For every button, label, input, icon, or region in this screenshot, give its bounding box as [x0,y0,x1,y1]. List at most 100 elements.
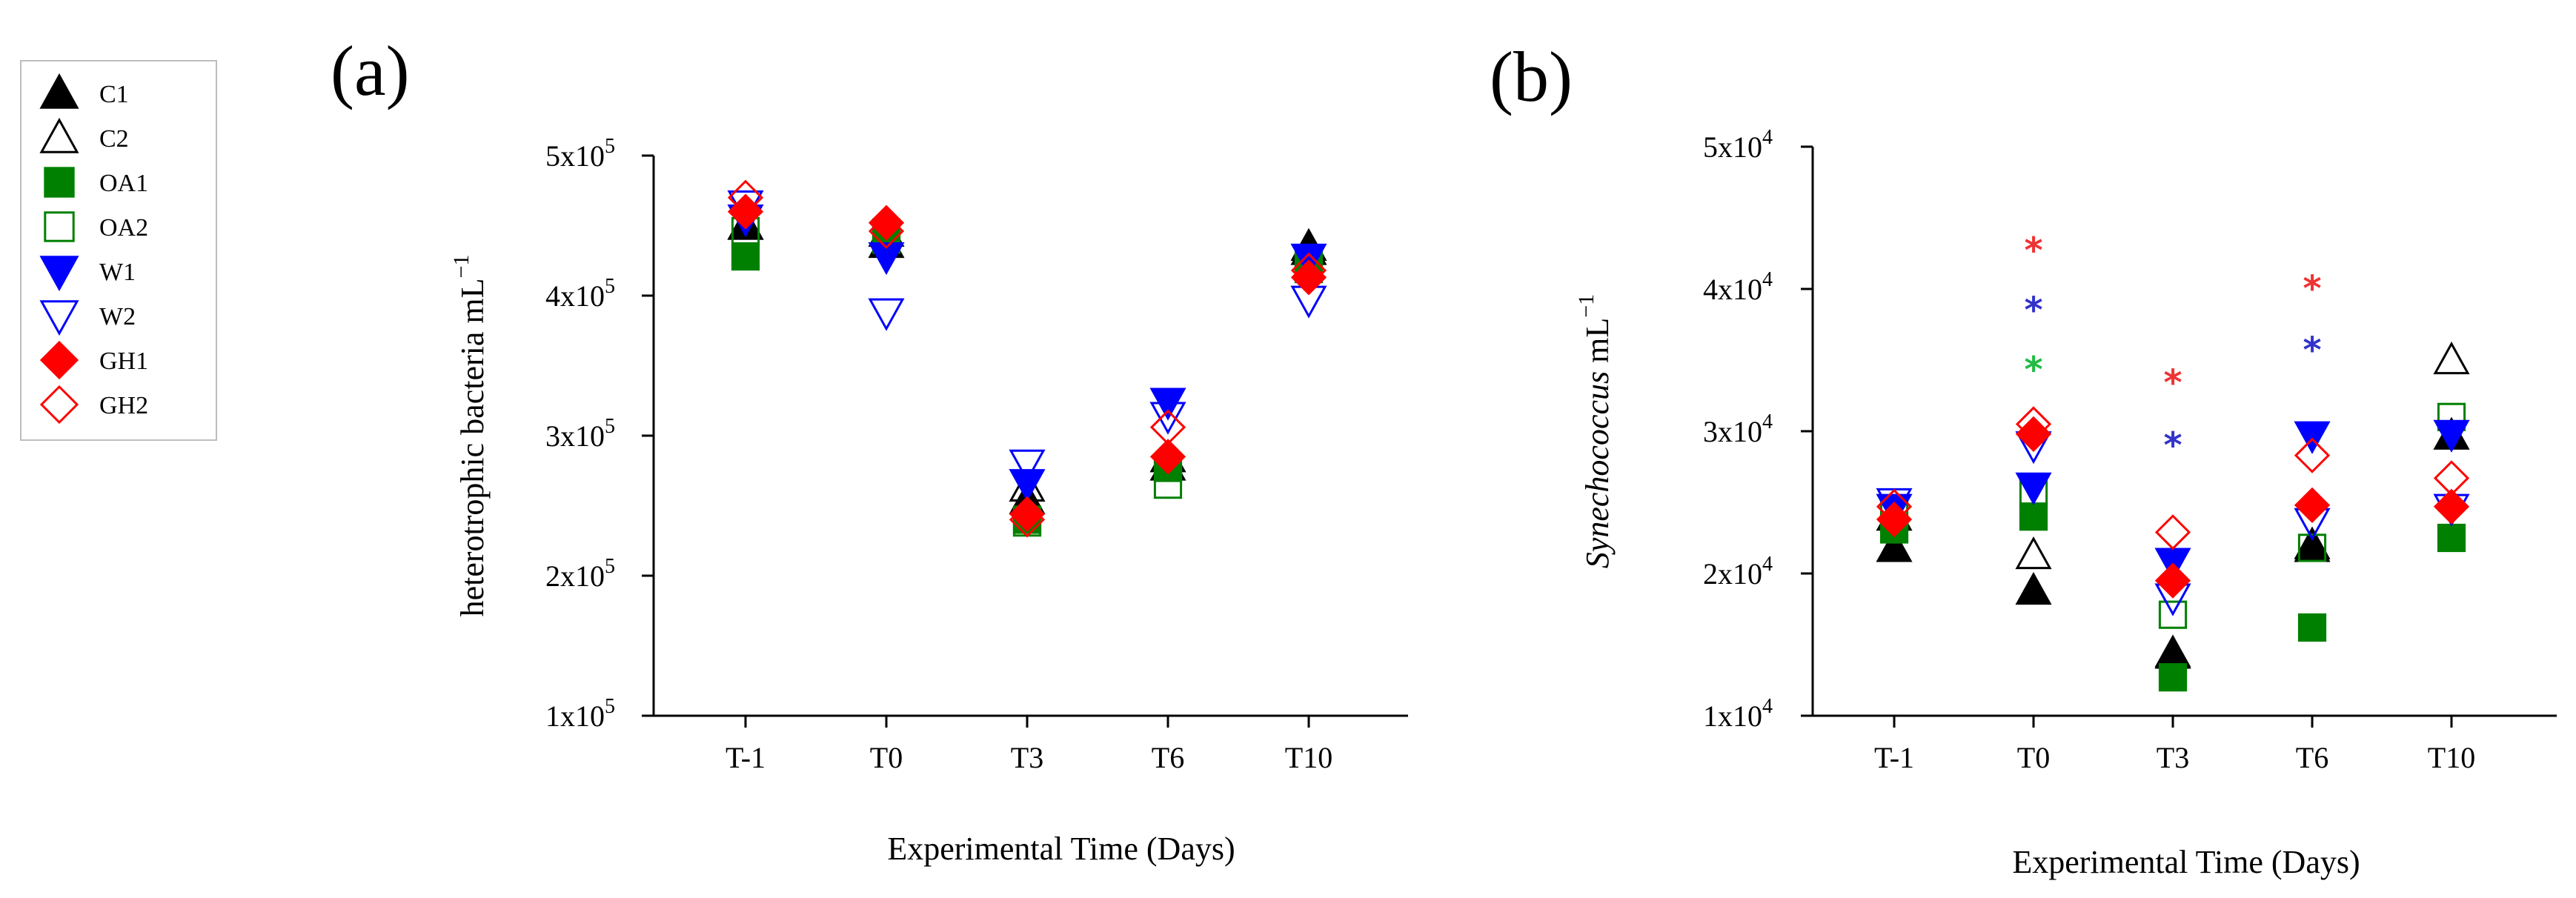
legend-label-c2: C2 [99,125,129,153]
data-point-w2-t3 [1009,449,1046,482]
data-point-c2-t0 [2015,536,2052,570]
x-tick-label-t3: T3 [2157,741,2189,774]
legend-label-gh1: GH1 [99,347,148,375]
legend-marker-gh1 [39,340,79,380]
legend-item-oa1: OA1 [44,167,148,198]
y-tick-exponent: 5 [605,415,615,438]
series-gh1 [727,193,1327,532]
data-point-gh1-t3 [2154,562,2191,599]
y-tick-label: 2x104 [1703,553,1773,591]
legend-marker-w2 [39,300,79,336]
y-tick-exponent: 4 [1762,126,1773,149]
y-axis-title-unit: mL [1579,318,1616,371]
legend-item-oa2: OA2 [44,211,148,242]
significance-star-t3: * [2163,362,2182,404]
series-w1 [727,204,1327,502]
series-w2 [727,190,1327,482]
data-point-gh2-t3 [1009,502,1046,538]
legend-frame [20,60,217,441]
data-point-c2-t6 [2294,526,2331,559]
y-tick-exponent: 4 [1762,410,1773,433]
legend-marker-c2 [39,117,79,153]
data-point-gh1-t6 [1149,439,1186,475]
y-axis-title-main: Synechococcus [1579,371,1616,568]
legend-label-w1: W1 [99,259,136,286]
data-point-c1-t0 [2015,571,2052,605]
significance-star-t0: * [2024,350,2042,391]
legend-marker-oa1 [44,167,75,198]
x-tick-label-t6: T6 [2296,741,2328,774]
data-point-gh1-t-1 [1876,501,1913,538]
y-tick-label: 1x104 [1703,695,1773,733]
chart-panel-a: (a) 1x105 2x105 3x105 4x105 5x105 T-1 T0 T3 T6 T10… [331,31,1408,867]
y-tick-label: 5x104 [1703,126,1773,164]
data-point-c2-t-1 [727,207,764,240]
data-point-gh1-t0 [2015,416,2052,452]
y-tick-exponent: 5 [605,695,615,718]
data-point-gh2-t3 [2154,514,2191,551]
y-axis-title-main: heterotrophic bacteria mL [454,279,491,617]
significance-star-t6: * [2303,330,2321,371]
series-gh2 [727,179,1327,538]
x-axis-title: Experimental Time (Days) [887,831,1235,867]
y-tick-exponent: 5 [605,135,615,158]
data-point-gh1-t-1 [727,193,764,230]
x-tick-label-t0: T0 [2017,741,2050,774]
legend-label-oa1: OA1 [99,170,148,197]
y-tick-label: 3x104 [1703,410,1773,448]
x-tick-label-t3: T3 [1011,741,1043,774]
x-tick-label-t-1: T-1 [726,741,766,774]
panel-label-a: (a) [331,31,410,110]
data-point-gh1-t3 [1009,496,1046,532]
data-point-oa2-t6 [2297,533,2327,562]
y-tick-exponent: 5 [605,555,615,578]
data-point-c2-t10 [2433,341,2470,375]
data-point-w1-t10 [1290,243,1327,277]
x-tick-label-t6: T6 [1152,741,1184,774]
significance-star-t0: * [2024,230,2042,271]
legend: C1 C2 OA1 OA2 W1 W2 GH1 GH2 [20,60,217,441]
y-tick-exponent: 4 [1762,553,1773,576]
y-tick-label: 4x105 [545,275,615,313]
series-gh2 [1876,406,2470,551]
legend-label-oa2: OA2 [99,214,148,242]
significance-star-t6: * [2303,268,2321,310]
y-axis-title-exponent: −1 [449,255,474,279]
y-tick-exponent: 4 [1762,695,1773,718]
data-point-gh1-t10 [2433,488,2470,525]
panel-label-b: (b) [1490,37,1573,116]
legend-marker-w1 [39,256,79,292]
legend-item-w2: W2 [39,300,136,336]
series-c2 [727,207,1327,502]
data-point-oa1-t6 [2297,613,2327,642]
legend-label-gh2: GH2 [99,392,148,419]
data-point-gh2-t-1 [1876,488,1913,525]
legend-item-gh1: GH1 [39,340,148,380]
data-point-gh1-t10 [1290,259,1327,296]
y-tick-exponent: 4 [1762,268,1773,291]
data-point-gh2-t10 [2433,460,2470,496]
x-tick-label-t10: T10 [1285,741,1332,774]
data-point-gh1-t0 [868,204,905,241]
legend-label-c1: C1 [99,81,129,108]
data-point-w1-t6 [2294,421,2331,454]
legend-marker-c1 [39,73,79,109]
chart-panel-b: (b) 1x104 2x104 3x104 4x104 5x104 T-1 T0 T3 T6 T10… [1490,37,2557,880]
data-point-gh2-t-1 [727,179,764,216]
x-tick-label-t10: T10 [2428,741,2475,774]
data-point-gh2-t10 [1290,252,1327,289]
y-tick-label: 3x105 [545,415,615,453]
data-point-c1-t-1 [1876,529,1913,562]
data-point-w1-t10 [2433,419,2470,453]
data-point-gh2-t6 [2294,437,2331,473]
y-axis-title-exponent: −1 [1574,294,1599,318]
y-axis-title: heterotrophic bacteria mL−1 [449,255,491,617]
data-point-gh2-t0 [868,213,905,250]
series-gh1 [1876,416,2470,599]
legend-item-gh2: GH2 [39,385,148,425]
y-tick-exponent: 5 [605,275,615,298]
x-tick-label-t-1: T-1 [1874,741,1914,774]
data-point-c1-t6 [2294,529,2331,562]
legend-label-w2: W2 [99,303,136,330]
